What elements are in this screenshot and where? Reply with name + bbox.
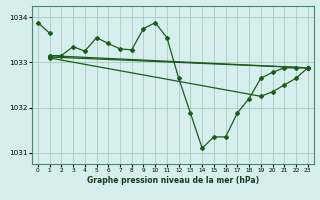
X-axis label: Graphe pression niveau de la mer (hPa): Graphe pression niveau de la mer (hPa) [87, 176, 259, 185]
